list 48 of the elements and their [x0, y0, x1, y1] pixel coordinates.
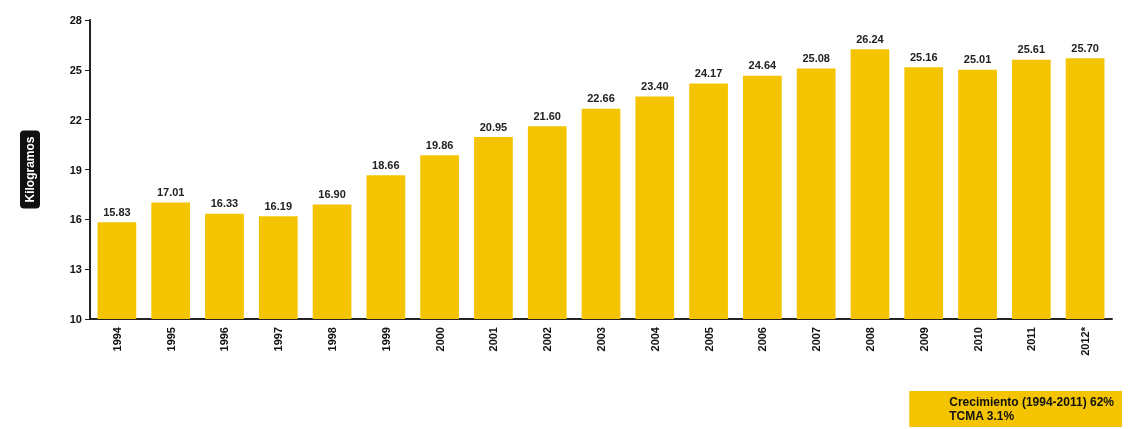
- x-tick-label: 2012*: [1079, 326, 1092, 356]
- text: TCMA 3.1%: [949, 409, 1015, 423]
- data-label: 23.40: [641, 79, 669, 92]
- data-label: 16.19: [264, 199, 293, 212]
- data-label: 16.90: [318, 187, 346, 200]
- x-tick-label: 1994: [110, 326, 123, 352]
- x-tick-label: 1997: [272, 327, 285, 352]
- data-label: 25.61: [1017, 43, 1046, 56]
- data-label: 24.64: [748, 59, 778, 72]
- x-tick-label: 2007: [810, 327, 823, 352]
- data-label: 21.60: [533, 109, 561, 122]
- data-label: 22.66: [587, 92, 615, 105]
- data-label: 26.24: [856, 32, 885, 45]
- y-tick-label: 19: [69, 163, 82, 176]
- y-tick-label: 13: [69, 263, 82, 276]
- y-tick-label: 22: [69, 113, 82, 126]
- data-label: 19.86: [425, 138, 454, 151]
- x-tick-label: 2000: [433, 327, 446, 352]
- x-tick-label: 2009: [917, 327, 930, 352]
- data-label: 25.16: [909, 50, 938, 63]
- x-tick-label: 2010: [971, 327, 984, 352]
- y-tick-label: 28: [69, 14, 82, 26]
- x-tick-label: 2001: [487, 327, 500, 352]
- data-label: 25.01: [963, 53, 992, 66]
- y-tick-label: 10: [69, 313, 82, 325]
- x-tick-label: 2004: [648, 326, 661, 352]
- y-tick-label: 25: [69, 63, 82, 76]
- x-tick-label: 1995: [164, 327, 177, 352]
- data-label: 16.33: [210, 197, 239, 210]
- data-label: 17.01: [156, 186, 185, 199]
- x-tick-label: 2006: [756, 327, 769, 352]
- x-tick-label: 1998: [326, 327, 339, 352]
- data-label: 18.66: [372, 158, 400, 171]
- data-label: 25.70: [1071, 41, 1099, 54]
- y-axis-title: Kilogramos: [23, 136, 37, 203]
- x-tick-label: 2008: [863, 327, 876, 352]
- text: Crecimiento (1994-2011) 62%: [949, 395, 1115, 409]
- data-label: 20.95: [479, 120, 508, 133]
- x-tick-label: 2003: [595, 327, 607, 352]
- data-label: 15.83: [103, 205, 131, 218]
- x-tick-label: 1999: [379, 327, 392, 352]
- data-label: 25.08: [802, 52, 830, 64]
- x-tick-label: 2005: [702, 327, 715, 352]
- x-tick-label: 2002: [541, 327, 554, 352]
- x-tick-label: 2011: [1025, 327, 1038, 351]
- data-label: 24.17: [694, 67, 723, 80]
- y-tick-label: 16: [69, 213, 82, 226]
- x-tick-label: 1996: [218, 327, 231, 352]
